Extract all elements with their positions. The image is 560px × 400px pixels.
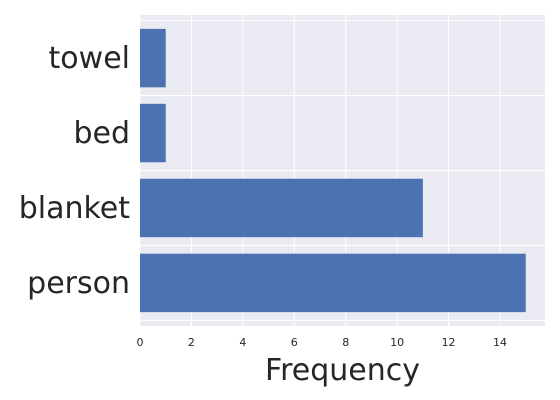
x-tick-label: 12 — [442, 336, 456, 349]
x-tick-label: 8 — [342, 336, 349, 349]
x-tick-label: 0 — [137, 336, 144, 349]
x-tick-labels: 0 2 4 6 8 10 12 14 — [137, 336, 508, 349]
bars — [140, 28, 526, 313]
category-labels: person blanket bed towel — [19, 41, 131, 301]
category-label-blanket: blanket — [19, 191, 131, 226]
bar-towel — [140, 28, 166, 88]
x-tick-label: 2 — [188, 336, 195, 349]
category-label-bed: bed — [73, 116, 130, 151]
x-tick-label: 4 — [239, 336, 246, 349]
x-tick-label: 10 — [390, 336, 404, 349]
bar-person — [140, 253, 526, 313]
bar-bed — [140, 103, 166, 163]
x-tick-label: 6 — [291, 336, 298, 349]
x-axis-title: Frequency — [265, 353, 420, 388]
category-label-person: person — [27, 266, 130, 301]
grid-lines — [139, 15, 545, 326]
bar-blanket — [140, 178, 423, 238]
category-label-towel: towel — [49, 41, 130, 76]
x-tick-label: 14 — [493, 336, 507, 349]
